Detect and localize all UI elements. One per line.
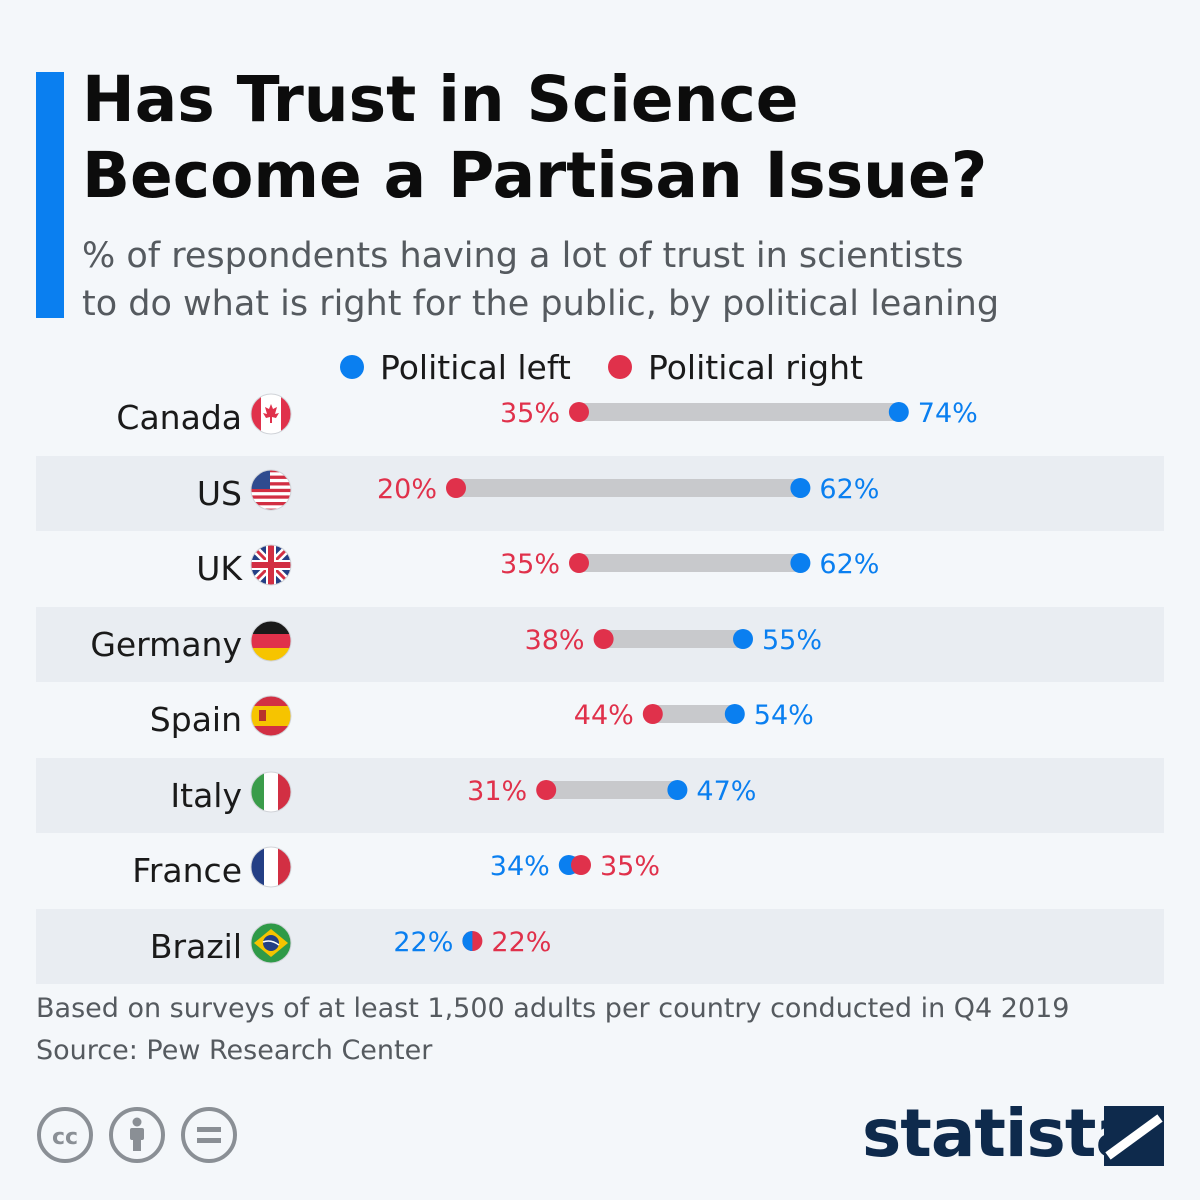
country-label: Italy <box>170 775 242 815</box>
dumbbell-plot: 22% 22% <box>393 927 551 958</box>
page-title: Has Trust in Science Become a Partisan I… <box>82 62 1172 214</box>
legend-dot-left <box>340 355 364 379</box>
legend-label-left: Political left <box>380 347 571 387</box>
dumbbell-plot: 35% 62% <box>500 549 879 580</box>
dot-political-left <box>888 402 909 422</box>
dot-political-right <box>446 477 466 498</box>
subtitle-line-2: to do what is right for the public, by p… <box>82 284 1000 324</box>
country-label: Brazil <box>149 926 242 966</box>
dumbbell-plot: 35% 74% <box>500 398 978 429</box>
country-label: UK <box>196 549 242 588</box>
uk-flag-icon <box>250 544 292 586</box>
chart-rows: Canada 35% 74% US 20% 62% UK 35% 62% Germany 38%… <box>36 380 1164 984</box>
no-derivatives-icon <box>181 1107 237 1163</box>
value-label-political-left: 55% <box>762 625 822 656</box>
legend-item-left: Political left <box>340 342 571 392</box>
footnote: Based on surveys of at least 1,500 adult… <box>36 988 1070 1072</box>
dot-political-left <box>462 930 473 951</box>
value-label-political-right: 35% <box>600 851 660 882</box>
us-flag-icon <box>250 469 292 511</box>
country-label: Canada <box>116 398 242 437</box>
legend: Political left Political right <box>0 342 1200 392</box>
country-label: Germany <box>90 624 242 664</box>
logo-mark-icon <box>1104 1106 1164 1166</box>
value-label-political-right: 31% <box>467 776 527 807</box>
chart-row: US 20% 62% <box>36 455 1164 531</box>
legend-dot-right <box>608 355 632 379</box>
dot-political-left <box>790 477 811 498</box>
dot-political-right <box>642 704 663 724</box>
chart-row: Brazil 22% 22% <box>36 908 1164 984</box>
france-flag-icon <box>250 846 292 888</box>
chart-row: Italy 31% 47% <box>36 757 1164 833</box>
value-label-political-left: 54% <box>754 700 814 731</box>
chart-row: France 34% 35% <box>36 833 1164 909</box>
dot-political-right <box>536 779 557 800</box>
license-icons: cc <box>37 1107 237 1163</box>
germany-flag-icon <box>250 620 292 662</box>
dot-political-left <box>667 779 688 800</box>
legend-label-right: Political right <box>648 347 863 387</box>
country-label: France <box>132 851 242 890</box>
logo-wordmark: statista <box>862 1095 1140 1172</box>
subtitle-line-1: % of respondents having a lot of trust i… <box>82 236 964 276</box>
cc-icon: cc <box>37 1107 93 1163</box>
value-label-political-right: 44% <box>574 700 634 731</box>
italy-flag-icon <box>250 771 292 813</box>
svg-text:cc: cc <box>52 1125 78 1150</box>
survey-note: Based on surveys of at least 1,500 adult… <box>36 993 1070 1024</box>
spain-flag-icon <box>250 695 292 737</box>
dumbbell-plot: 34% 35% <box>490 851 660 882</box>
dot-political-left <box>724 704 745 724</box>
value-label-political-left: 74% <box>918 398 978 429</box>
dot-political-right <box>571 855 591 875</box>
chart-row: Canada 35% 74% <box>36 380 1164 456</box>
value-label-political-right: 22% <box>491 927 551 958</box>
subtitle: % of respondents having a lot of trust i… <box>82 232 1172 328</box>
dot-political-right <box>593 628 614 649</box>
value-label-political-right: 35% <box>500 398 560 429</box>
value-label-political-left: 22% <box>393 927 453 958</box>
country-label: Spain <box>149 700 242 739</box>
dumbbell-plot: 31% 47% <box>467 776 756 807</box>
dot-political-left <box>733 628 753 649</box>
value-label-political-right: 20% <box>377 474 437 505</box>
title-line-2: Become a Partisan Issue? <box>82 139 988 212</box>
value-label-political-left: 47% <box>696 776 756 807</box>
value-label-political-right: 35% <box>500 549 560 580</box>
title-line-1: Has Trust in Science <box>82 63 799 136</box>
statista-logo: statista <box>862 1096 1164 1172</box>
value-label-political-left: 34% <box>490 851 550 882</box>
chart-row: Germany 38% 55% <box>36 606 1164 682</box>
dot-political-right <box>569 553 589 573</box>
dumbbell-plot: 44% 54% <box>574 700 814 731</box>
chart-row: UK 35% 62% <box>36 531 1164 607</box>
dumbbell-plot: 38% 55% <box>525 625 822 656</box>
chart-row: Spain 44% 54% <box>36 682 1164 758</box>
canada-flag-icon <box>250 393 292 435</box>
value-label-political-left: 62% <box>819 474 879 505</box>
attribution-icon <box>109 1107 165 1163</box>
value-label-political-right: 38% <box>525 625 585 656</box>
accent-bar <box>36 72 64 318</box>
dot-political-right <box>569 402 589 422</box>
brazil-flag-icon <box>250 922 292 964</box>
source-note: Source: Pew Research Center <box>36 1035 433 1066</box>
legend-item-right: Political right <box>608 342 863 392</box>
country-label: US <box>196 473 242 513</box>
value-label-political-left: 62% <box>819 549 879 580</box>
dumbbell-plot: 20% 62% <box>377 474 879 505</box>
dot-political-left <box>790 553 811 573</box>
